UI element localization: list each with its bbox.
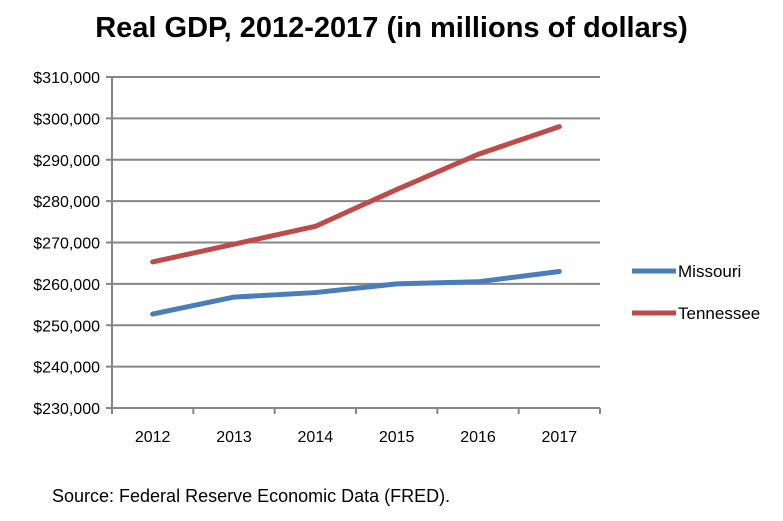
y-tick-label: $300,000 <box>33 111 100 128</box>
legend-label: Missouri <box>678 262 741 281</box>
y-tick-label: $250,000 <box>33 318 100 335</box>
x-tick-label: 2016 <box>460 429 496 446</box>
legend-label: Tennessee <box>678 304 760 323</box>
y-tick-label: $270,000 <box>33 236 100 253</box>
y-tick-label: $290,000 <box>33 153 100 170</box>
y-tick-label: $230,000 <box>33 401 100 418</box>
series-line-missouri <box>150 268 562 317</box>
series-line-tennessee <box>150 124 562 265</box>
x-tick-label: 2012 <box>135 429 171 446</box>
y-tick-label: $260,000 <box>33 277 100 294</box>
chart-title: Real GDP, 2012-2017 (in millions of doll… <box>95 12 688 44</box>
source-note: Source: Federal Reserve Economic Data (F… <box>52 486 451 506</box>
x-tick-label: 2013 <box>216 429 252 446</box>
x-tick-label: 2014 <box>298 429 334 446</box>
y-tick-label: $310,000 <box>33 70 100 87</box>
y-tick-label: $280,000 <box>33 194 100 211</box>
y-tick-label: $240,000 <box>33 360 100 377</box>
x-tick-label: 2017 <box>542 429 578 446</box>
x-tick-label: 2015 <box>379 429 415 446</box>
